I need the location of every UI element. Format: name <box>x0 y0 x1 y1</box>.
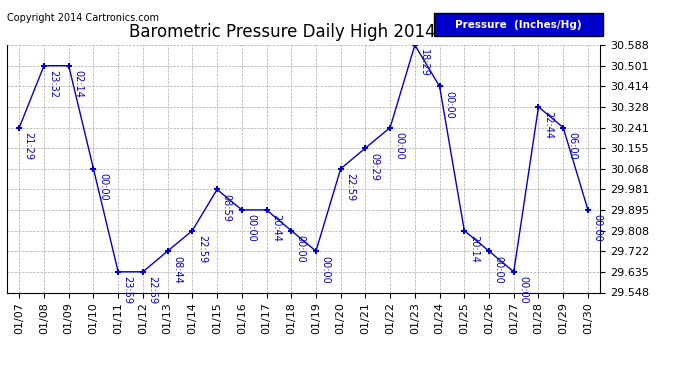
Text: 00:00: 00:00 <box>493 255 504 283</box>
Text: 22:44: 22:44 <box>543 111 553 140</box>
Text: 00:00: 00:00 <box>518 276 529 304</box>
Text: 08:44: 08:44 <box>172 255 182 283</box>
Text: Copyright 2014 Cartronics.com: Copyright 2014 Cartronics.com <box>7 13 159 23</box>
Text: 06:00: 06:00 <box>568 132 578 160</box>
Text: 00:00: 00:00 <box>444 91 454 118</box>
Text: Pressure  (Inches/Hg): Pressure (Inches/Hg) <box>455 20 582 30</box>
Text: 09:29: 09:29 <box>370 153 380 180</box>
Text: 00:00: 00:00 <box>593 214 602 242</box>
Text: 00:00: 00:00 <box>246 214 256 242</box>
Text: 23:32: 23:32 <box>48 70 59 98</box>
Title: Barometric Pressure Daily High 20140131: Barometric Pressure Daily High 20140131 <box>129 22 478 40</box>
Text: 22:59: 22:59 <box>148 276 157 304</box>
Text: 22:59: 22:59 <box>345 173 355 201</box>
Text: 00:00: 00:00 <box>395 132 404 160</box>
Text: 00:00: 00:00 <box>296 235 306 263</box>
Text: 20:14: 20:14 <box>469 235 479 263</box>
Text: 23:59: 23:59 <box>123 276 132 304</box>
Bar <box>434 13 603 36</box>
Text: 18:29: 18:29 <box>420 50 429 77</box>
Text: 00:00: 00:00 <box>320 255 331 283</box>
Text: 22:59: 22:59 <box>197 235 207 263</box>
Text: 20:44: 20:44 <box>271 214 281 242</box>
Text: 00:00: 00:00 <box>98 173 108 201</box>
Text: 02:14: 02:14 <box>73 70 83 98</box>
Text: 08:59: 08:59 <box>221 194 232 222</box>
Text: 21:29: 21:29 <box>23 132 34 160</box>
